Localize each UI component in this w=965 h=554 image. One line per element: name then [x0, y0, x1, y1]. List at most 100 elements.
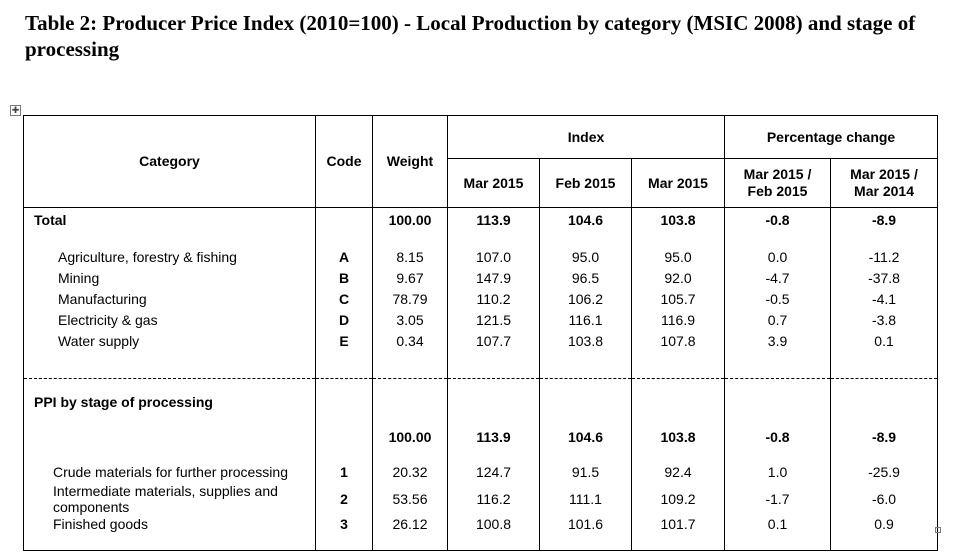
row-weight: 3.05: [372, 309, 448, 330]
table-row: Mining B 9.67 147.9 96.5 92.0 -4.7 -37.8: [23, 267, 939, 288]
row-value: 0.7: [724, 309, 832, 330]
row-label: Crude materials for further processing: [23, 461, 316, 482]
row-value: 104.6: [539, 378, 632, 447]
header-index-col-2: Feb 2015: [539, 158, 632, 208]
header-pct-col-2: Mar 2015 / Mar 2014: [830, 158, 939, 208]
header-index-col-3: Mar 2015: [630, 158, 726, 208]
row-label: Total: [23, 207, 316, 232]
row-value: 101.6: [539, 516, 632, 551]
row-code: [315, 207, 373, 232]
row-label: PPI by stage of processing: [23, 378, 316, 447]
row-value: 111.1: [539, 482, 632, 516]
header-weight: Weight: [372, 115, 448, 208]
row-value: 107.8: [630, 330, 726, 351]
row-value: 116.9: [630, 309, 726, 330]
row-label: Manufacturing: [23, 288, 316, 309]
row-code: [315, 378, 373, 447]
row-label: Water supply: [23, 330, 316, 351]
row-value: -0.5: [724, 288, 832, 309]
row-value: 116.1: [539, 309, 632, 330]
table-row: Electricity & gas D 3.05 121.5 116.1 116…: [23, 309, 939, 330]
row-value: 3.9: [724, 330, 832, 351]
spacer-row: [23, 447, 939, 461]
row-label: Intermediate materials, supplies and com…: [23, 482, 316, 516]
row-value: -3.8: [830, 309, 939, 330]
row-value: 0.9: [830, 516, 939, 551]
row-value: 113.9: [447, 207, 540, 232]
row-code: 2: [315, 482, 373, 516]
row-value: 103.8: [630, 207, 726, 232]
header-index-col-1: Mar 2015: [447, 158, 540, 208]
row-code: C: [315, 288, 373, 309]
row-value: 104.6: [539, 207, 632, 232]
row-code: 1: [315, 461, 373, 482]
row-value: -11.2: [830, 246, 939, 267]
row-label: Agriculture, forestry & fishing: [23, 246, 316, 267]
row-value: 95.0: [630, 246, 726, 267]
row-value: 0.1: [830, 330, 939, 351]
row-weight: 8.15: [372, 246, 448, 267]
row-value: 91.5: [539, 461, 632, 482]
row-value: 100.8: [447, 516, 540, 551]
row-value: -4.7: [724, 267, 832, 288]
row-value: 107.7: [447, 330, 540, 351]
row-value: -37.8: [830, 267, 939, 288]
row-value: -6.0: [830, 482, 939, 516]
header-index: Index: [446, 115, 726, 159]
table-row: Agriculture, forestry & fishing A 8.15 1…: [23, 246, 939, 267]
row-value: -0.8: [724, 378, 832, 447]
row-value: 96.5: [539, 267, 632, 288]
row-value: 1.0: [724, 461, 832, 482]
row-value: 113.9: [447, 378, 540, 447]
table-row: Water supply E 0.34 107.7 103.8 107.8 3.…: [23, 330, 939, 351]
row-weight: 100.00: [372, 207, 448, 232]
spacer-row: [23, 232, 939, 246]
row-value: 124.7: [447, 461, 540, 482]
row-value: 103.8: [539, 330, 632, 351]
spacer-row: [23, 351, 939, 379]
table-row-total: Total 100.00 113.9 104.6 103.8 -0.8 -8.9: [23, 207, 939, 232]
row-value: 121.5: [447, 309, 540, 330]
header-pct-col-1: Mar 2015 / Feb 2015: [724, 158, 832, 208]
row-value: 0.0: [724, 246, 832, 267]
pct-col-1-label: Mar 2015 / Feb 2015: [743, 166, 812, 199]
table-move-handle-icon[interactable]: ✚: [10, 105, 21, 116]
row-value: 116.2: [447, 482, 540, 516]
row-value: -4.1: [830, 288, 939, 309]
row-value: -8.9: [830, 207, 939, 232]
row-value: -0.8: [724, 207, 832, 232]
table-row-stage-total: PPI by stage of processing 100.00 113.9 …: [23, 378, 939, 447]
row-value: 101.7: [630, 516, 726, 551]
row-value: 0.1: [724, 516, 832, 551]
row-code: A: [315, 246, 373, 267]
row-value: 110.2: [447, 288, 540, 309]
row-value: 103.8: [630, 378, 726, 447]
header-code: Code: [315, 115, 373, 208]
row-value: 107.0: [447, 246, 540, 267]
table-row: Finished goods 3 26.12 100.8 101.6 101.7…: [23, 516, 939, 551]
page-title: Table 2: Producer Price Index (2010=100)…: [25, 11, 916, 61]
table-resize-handle-icon[interactable]: [935, 527, 941, 533]
ppi-table: Category Code Weight Index Percentage ch…: [23, 115, 939, 551]
table-row: Crude materials for further processing 1…: [23, 461, 939, 482]
row-weight: 9.67: [372, 267, 448, 288]
row-label: Finished goods: [23, 516, 316, 551]
row-weight: 53.56: [372, 482, 448, 516]
row-weight: 26.12: [372, 516, 448, 551]
row-value: 105.7: [630, 288, 726, 309]
row-value: -8.9: [830, 378, 939, 447]
row-weight: 78.79: [372, 288, 448, 309]
row-weight: 0.34: [372, 330, 448, 351]
table-row: Intermediate materials, supplies and com…: [23, 482, 939, 516]
pct-col-2-label: Mar 2015 / Mar 2014: [850, 166, 918, 199]
row-value: -1.7: [724, 482, 832, 516]
row-code: B: [315, 267, 373, 288]
row-value: 92.0: [630, 267, 726, 288]
row-weight: 100.00: [372, 378, 448, 447]
header-category: Category: [23, 115, 316, 208]
header-percentage-change: Percentage change: [724, 115, 939, 159]
row-value: 92.4: [630, 461, 726, 482]
row-value: 147.9: [447, 267, 540, 288]
row-label: Mining: [23, 267, 316, 288]
row-value: 109.2: [630, 482, 726, 516]
